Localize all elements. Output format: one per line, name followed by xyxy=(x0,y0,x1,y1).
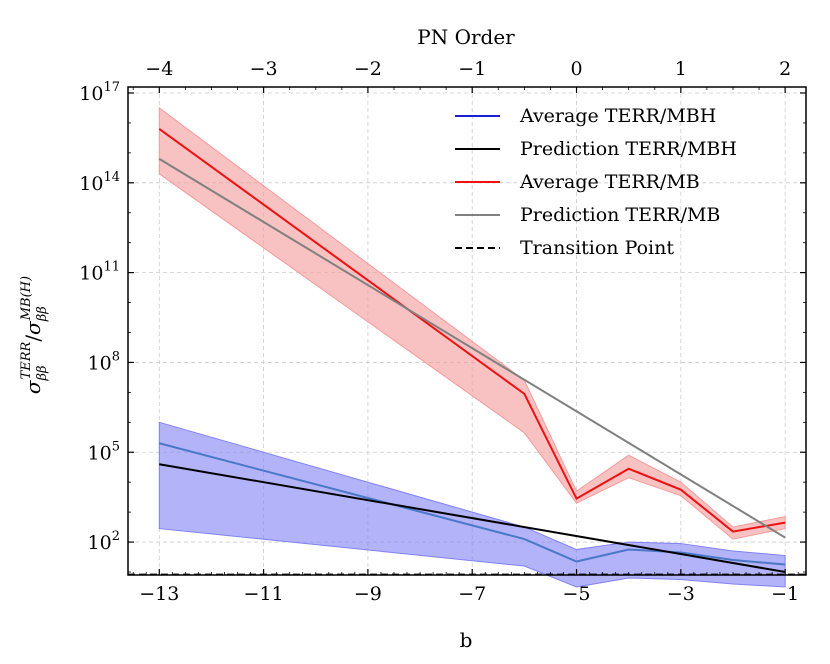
y-tick-label-base: 10 xyxy=(88,532,112,554)
y-tick-label-3: 1011 xyxy=(79,260,120,285)
top-tick-label-5: 1 xyxy=(675,58,687,80)
top-tick-label-0: −4 xyxy=(145,58,173,80)
y-axis-title-sigma: σ xyxy=(21,379,45,394)
top-tick-label-2: −2 xyxy=(354,58,382,80)
y-tick-label-2: 108 xyxy=(88,349,120,374)
y-axis-title-sup1: TERR xyxy=(19,341,34,379)
legend-label-3: Prediction TERR/MB xyxy=(520,204,720,226)
y-tick-label-5: 1017 xyxy=(79,80,120,105)
x-tick-label-1: −11 xyxy=(244,583,284,605)
legend-label-4: Transition Point xyxy=(520,237,674,259)
band-series-2 xyxy=(158,106,786,540)
y-tick-label-exponent: 5 xyxy=(112,439,120,454)
legend: Average TERR/MBH Prediction TERR/MBH Ave… xyxy=(455,105,737,259)
x-tick-label-2: −9 xyxy=(354,583,382,605)
line-series-0 xyxy=(159,442,786,566)
y-tick-label-0: 102 xyxy=(88,529,120,554)
y-tick-label-exponent: 14 xyxy=(103,170,120,185)
y-tick-label-base: 10 xyxy=(88,442,112,464)
y-tick-label-base: 10 xyxy=(79,173,103,195)
top-axis-title: PN Order xyxy=(417,25,515,49)
x-tick-label-4: −5 xyxy=(563,583,591,605)
y-tick-label-exponent: 8 xyxy=(112,349,120,364)
x-tick-label-6: −1 xyxy=(771,583,799,605)
x-tick-label-0: −13 xyxy=(139,583,179,605)
y-axis-title-sub1: ββ xyxy=(35,365,50,381)
y-axis-title-slash: / xyxy=(21,335,45,342)
line-series-2 xyxy=(158,128,786,533)
y-tick-label-exponent: 2 xyxy=(112,529,120,544)
x-tick-label-3: −7 xyxy=(458,583,486,605)
y-axis-title-sigma2: σ xyxy=(21,320,45,335)
legend-label-2: Average TERR/MB xyxy=(519,171,700,193)
y-tick-label-exponent: 11 xyxy=(103,260,120,275)
x-tick-label-5: −3 xyxy=(667,583,695,605)
line-series-1 xyxy=(159,463,786,573)
y-tick-label-base: 10 xyxy=(79,83,103,105)
y-axis-title-sup2: MB(H) xyxy=(19,276,34,321)
top-tick-label-6: 2 xyxy=(779,58,791,80)
y-axis-title: σββTERR/σββMB(H) xyxy=(19,276,50,394)
top-tick-label-4: 0 xyxy=(570,58,582,80)
plot-frame xyxy=(127,86,807,576)
legend-label-0: Average TERR/MBH xyxy=(519,105,716,127)
line-series-3 xyxy=(158,157,786,539)
y-axis-title-sub2: ββ xyxy=(35,306,50,322)
y-tick-label-4: 1014 xyxy=(79,170,120,195)
y-tick-label-base: 10 xyxy=(88,352,112,374)
y-tick-label-base: 10 xyxy=(79,263,103,285)
top-tick-label-3: −1 xyxy=(458,58,486,80)
legend-label-1: Prediction TERR/MBH xyxy=(520,138,737,160)
top-tick-label-1: −3 xyxy=(250,58,278,80)
ticks: −13 −11 −9 −7 −5 −3 −1−4 −3 −2 −1 0 1 21021051081011… xyxy=(79,58,806,605)
y-tick-label-exponent: 17 xyxy=(103,80,120,95)
y-tick-label-1: 105 xyxy=(88,439,120,464)
x-axis-title: b xyxy=(460,628,473,652)
